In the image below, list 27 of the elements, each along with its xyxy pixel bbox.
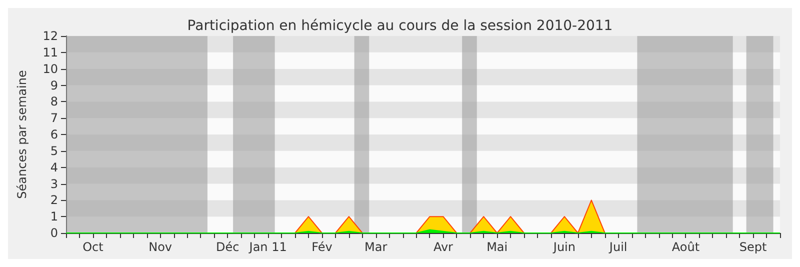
y-tick-label: 4 <box>50 160 58 174</box>
x-tick-label: Mar <box>364 240 388 254</box>
x-tick-label: Sept <box>739 240 768 254</box>
x-tick-label: Mai <box>486 240 508 254</box>
x-tick-label: Jan 11 <box>248 240 287 254</box>
y-tick-label: 6 <box>50 128 58 142</box>
x-tick-label: Déc <box>216 240 240 254</box>
y-tick-label: 0 <box>50 226 58 240</box>
y-tick-label: 9 <box>50 78 58 92</box>
y-tick-label: 2 <box>50 193 58 208</box>
x-tick-label: Août <box>672 240 700 254</box>
y-axis-title: Séances par semaine <box>15 70 29 199</box>
x-tick-label: Nov <box>148 240 172 254</box>
y-tick-label: 7 <box>50 111 58 126</box>
chart-title: Participation en hémicycle au cours de la session 2010-2011 <box>187 18 613 34</box>
x-tick-label: Juil <box>608 240 628 254</box>
x-tick-label: Avr <box>433 240 454 254</box>
y-tick-label: 8 <box>50 94 58 109</box>
y-tick-label: 10 <box>42 62 58 76</box>
y-tick-label: 12 <box>42 29 58 43</box>
y-tick-label: 1 <box>50 210 58 224</box>
y-tick-label: 5 <box>50 144 58 158</box>
y-tick-label: 3 <box>50 176 58 191</box>
x-tick-label: Oct <box>82 240 104 254</box>
x-tick-label: Juin <box>552 240 576 254</box>
x-tick-label: Fév <box>312 240 332 254</box>
y-tick-label: 11 <box>42 45 58 60</box>
